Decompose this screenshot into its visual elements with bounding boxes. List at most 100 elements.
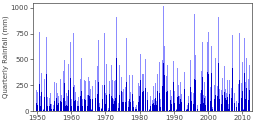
Bar bbox=[218, 89, 219, 111]
Bar bbox=[98, 107, 99, 111]
Bar bbox=[210, 46, 211, 111]
Bar bbox=[244, 82, 245, 111]
Bar bbox=[36, 103, 37, 111]
Bar bbox=[68, 64, 69, 111]
Bar bbox=[151, 100, 152, 111]
Bar bbox=[77, 106, 78, 111]
Bar bbox=[211, 109, 212, 111]
Bar bbox=[196, 108, 197, 111]
Bar bbox=[73, 33, 74, 111]
Bar bbox=[73, 87, 74, 111]
Bar bbox=[165, 100, 166, 111]
Bar bbox=[136, 108, 137, 111]
Bar bbox=[114, 101, 115, 111]
Bar bbox=[206, 107, 207, 111]
Bar bbox=[138, 96, 139, 111]
Bar bbox=[159, 96, 160, 111]
Bar bbox=[213, 99, 214, 111]
Bar bbox=[97, 94, 98, 111]
Bar bbox=[78, 60, 79, 111]
Bar bbox=[46, 92, 47, 111]
Bar bbox=[129, 99, 130, 111]
Bar bbox=[80, 79, 81, 111]
Bar bbox=[115, 100, 116, 111]
Bar bbox=[100, 98, 101, 111]
Bar bbox=[194, 80, 195, 111]
Bar bbox=[193, 104, 194, 111]
Bar bbox=[118, 103, 119, 111]
Bar bbox=[152, 68, 153, 111]
Bar bbox=[170, 96, 171, 111]
Bar bbox=[187, 95, 188, 111]
Bar bbox=[94, 91, 95, 111]
Bar bbox=[175, 110, 176, 111]
Bar bbox=[151, 104, 152, 111]
Bar bbox=[50, 104, 51, 111]
Bar bbox=[148, 6, 149, 111]
Bar bbox=[70, 78, 71, 111]
Bar bbox=[213, 85, 214, 111]
Bar bbox=[244, 98, 245, 111]
Bar bbox=[184, 105, 185, 111]
Bar bbox=[159, 106, 160, 111]
Bar bbox=[71, 99, 72, 111]
Bar bbox=[83, 106, 84, 111]
Bar bbox=[179, 82, 180, 111]
Bar bbox=[208, 93, 209, 111]
Bar bbox=[158, 93, 159, 111]
Bar bbox=[221, 78, 222, 111]
Bar bbox=[206, 99, 207, 111]
Bar bbox=[200, 71, 201, 111]
Bar bbox=[247, 100, 248, 111]
Bar bbox=[61, 104, 62, 111]
Bar bbox=[139, 105, 140, 111]
Bar bbox=[109, 81, 110, 111]
Bar bbox=[102, 102, 103, 111]
Bar bbox=[145, 69, 146, 111]
Bar bbox=[112, 80, 113, 111]
Bar bbox=[182, 78, 183, 111]
Bar bbox=[179, 99, 180, 111]
Bar bbox=[117, 91, 118, 111]
Bar bbox=[186, 109, 187, 111]
Bar bbox=[104, 107, 105, 111]
Bar bbox=[224, 98, 225, 111]
Bar bbox=[49, 107, 50, 111]
Bar bbox=[190, 92, 191, 111]
Bar bbox=[114, 81, 115, 111]
Bar bbox=[184, 100, 185, 111]
Bar bbox=[204, 96, 205, 111]
Bar bbox=[180, 107, 181, 111]
Bar bbox=[56, 83, 57, 111]
Bar bbox=[153, 99, 154, 111]
Bar bbox=[169, 109, 170, 111]
Bar bbox=[110, 65, 111, 111]
Bar bbox=[118, 108, 119, 111]
Bar bbox=[63, 71, 64, 111]
Bar bbox=[241, 62, 242, 111]
Bar bbox=[134, 107, 135, 111]
Bar bbox=[199, 93, 200, 111]
Bar bbox=[85, 107, 86, 111]
Bar bbox=[153, 105, 154, 111]
Bar bbox=[59, 55, 60, 111]
Bar bbox=[40, 106, 41, 111]
Bar bbox=[67, 96, 68, 111]
Bar bbox=[74, 102, 75, 111]
Bar bbox=[207, 74, 208, 111]
Bar bbox=[149, 96, 150, 111]
Bar bbox=[51, 104, 52, 111]
Bar bbox=[68, 90, 69, 111]
Bar bbox=[170, 104, 171, 111]
Bar bbox=[182, 95, 183, 111]
Bar bbox=[78, 89, 79, 111]
Bar bbox=[172, 61, 173, 111]
Bar bbox=[40, 96, 41, 111]
Bar bbox=[207, 32, 208, 111]
Bar bbox=[42, 100, 43, 111]
Bar bbox=[105, 93, 106, 111]
Bar bbox=[91, 103, 92, 111]
Bar bbox=[71, 106, 72, 111]
Bar bbox=[87, 99, 88, 111]
Bar bbox=[155, 101, 156, 111]
